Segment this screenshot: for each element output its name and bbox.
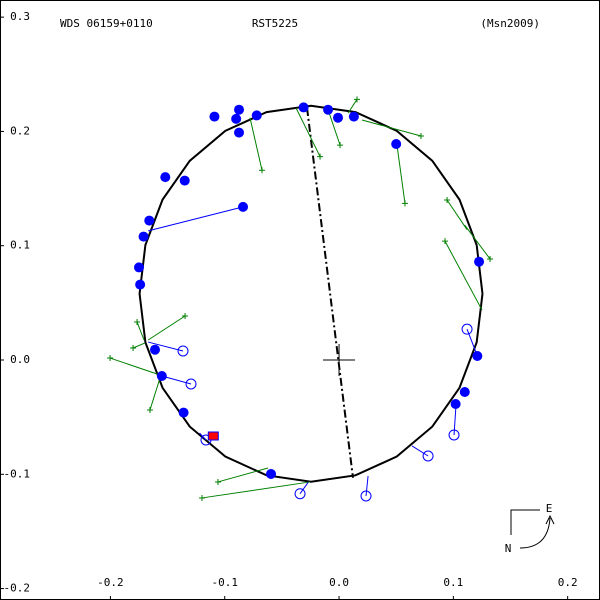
filled-point [231, 113, 242, 124]
cross-point [317, 153, 324, 160]
cross-point [214, 478, 221, 485]
filled-point [138, 231, 149, 242]
cross-residual [361, 119, 422, 137]
filled-point [150, 344, 161, 355]
cross-residual [396, 145, 406, 204]
filled-point [178, 407, 189, 418]
x-tick-label: 0.2 [558, 576, 578, 589]
residual [148, 206, 244, 232]
cross-point [107, 355, 114, 362]
cross-point [441, 238, 448, 245]
y-tick-label: -0.2 [4, 582, 31, 595]
x-tick-label: -0.2 [97, 576, 124, 589]
filled-point [474, 256, 485, 267]
open-point [360, 490, 372, 502]
line-of-nodes [306, 107, 354, 478]
cross-point [258, 167, 265, 174]
y-tick-label: 0.1 [10, 239, 30, 252]
orbit [138, 104, 484, 483]
cross-residual [201, 481, 311, 499]
compass-arrow [519, 517, 551, 549]
open-point [448, 429, 460, 441]
cross-residual [109, 357, 161, 376]
open-point [185, 378, 197, 390]
filled-point [238, 201, 249, 212]
open-point [461, 323, 473, 335]
filled-point [156, 371, 167, 381]
cross-point [198, 494, 205, 501]
cross-point [182, 313, 189, 319]
x-tick-label: 0.1 [443, 576, 463, 589]
cross-point [134, 319, 141, 326]
compass-lines [510, 509, 540, 535]
cross-residual [446, 199, 468, 230]
filled-point [144, 215, 155, 226]
cross-point [487, 255, 494, 262]
filled-point [450, 399, 461, 409]
wds-label: WDS 06159+0110 [60, 17, 153, 30]
cross-residual [132, 342, 146, 349]
filled-point [179, 175, 190, 186]
filled-point [298, 102, 309, 113]
y-tick-label: 0.2 [10, 124, 30, 137]
open-point [294, 488, 306, 500]
cross-residual [464, 224, 491, 260]
filled-point [209, 111, 220, 122]
filled-point [333, 112, 344, 123]
filled-point [348, 111, 359, 122]
x-tick-label: 0.0 [329, 576, 349, 589]
cross-point [417, 133, 424, 139]
compass-arrowhead [545, 514, 555, 525]
cross-residual [327, 109, 341, 146]
cross-residual [444, 240, 483, 311]
y-tick-label: -0.1 [4, 467, 31, 480]
y-tick-label: 0.0 [10, 353, 30, 366]
filled-point [133, 262, 144, 273]
cross-residual [217, 467, 269, 483]
current-point [207, 431, 219, 441]
cross-residual [347, 99, 358, 114]
chart-title: RST5225 [252, 17, 298, 30]
compass-north: N [505, 542, 512, 555]
cross-point [337, 142, 344, 149]
filled-point [459, 387, 470, 397]
cross-residual [147, 315, 186, 341]
residual [299, 481, 309, 495]
residual [148, 341, 184, 352]
open-point [177, 345, 189, 357]
cross-point [401, 200, 408, 207]
cross-residual [136, 321, 145, 341]
cross-residual [149, 377, 161, 411]
residual [365, 475, 369, 497]
filled-point [234, 127, 245, 138]
reference-label: (Msn2009) [480, 17, 540, 30]
filled-point [234, 104, 245, 115]
compass [510, 509, 555, 549]
filled-point [251, 110, 262, 121]
open-point [422, 450, 434, 462]
filled-point [135, 279, 146, 290]
compass-east: E [546, 502, 553, 515]
filled-point [323, 104, 334, 115]
cross-point [444, 197, 451, 203]
cross-point [146, 406, 153, 413]
cross-residual [249, 117, 263, 171]
residual [411, 445, 429, 457]
filled-point [391, 139, 402, 149]
y-tick-label: 0.3 [10, 10, 30, 23]
filled-point [472, 351, 483, 361]
cross-point [130, 345, 137, 351]
filled-point [160, 172, 171, 183]
cross-point [353, 96, 360, 103]
filled-point [266, 468, 277, 479]
cross-residual [295, 107, 321, 157]
x-tick-label: -0.1 [211, 576, 238, 589]
